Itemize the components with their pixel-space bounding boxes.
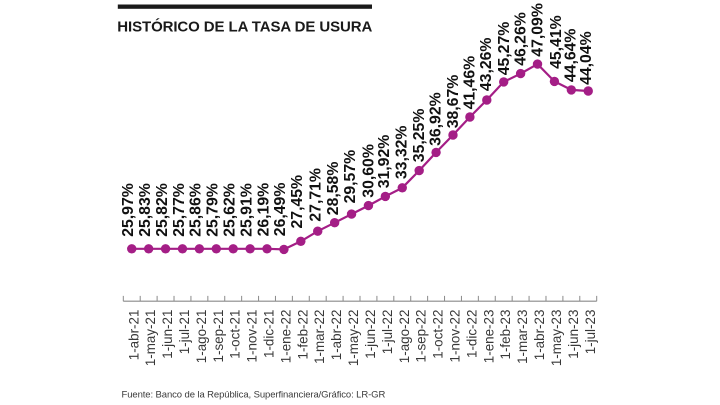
svg-text:1-nov-22: 1-nov-22: [447, 310, 462, 363]
svg-text:33,32%: 33,32%: [393, 126, 410, 180]
svg-text:1-abr-23: 1-abr-23: [532, 310, 547, 361]
svg-text:30,60%: 30,60%: [360, 144, 377, 198]
svg-text:1-dic-22: 1-dic-22: [464, 310, 479, 358]
svg-text:1-jul-22: 1-jul-22: [380, 310, 395, 355]
svg-text:44,04%: 44,04%: [578, 31, 595, 85]
svg-text:1-may-23: 1-may-23: [549, 310, 564, 367]
svg-text:1-feb-23: 1-feb-23: [498, 310, 513, 360]
svg-text:25,77%: 25,77%: [171, 183, 188, 237]
svg-text:1-mar-22: 1-mar-22: [312, 310, 327, 364]
svg-text:38,67%: 38,67%: [445, 75, 462, 129]
svg-text:44,64%: 44,64%: [563, 29, 580, 83]
svg-text:45,27%: 45,27%: [496, 22, 513, 76]
svg-text:26,49%: 26,49%: [272, 183, 289, 237]
svg-text:1-oct-22: 1-oct-22: [431, 310, 446, 359]
svg-text:1-sep-21: 1-sep-21: [211, 310, 226, 363]
svg-text:25,91%: 25,91%: [238, 183, 255, 237]
svg-text:31,92%: 31,92%: [376, 135, 393, 189]
svg-text:1-nov-21: 1-nov-21: [245, 310, 260, 363]
svg-text:HISTÓRICO DE LA TASA DE USURA: HISTÓRICO DE LA TASA DE USURA: [117, 18, 372, 36]
svg-text:25,79%: 25,79%: [205, 183, 222, 237]
svg-text:25,83%: 25,83%: [137, 183, 154, 237]
svg-text:47,09%: 47,09%: [530, 3, 547, 57]
svg-text:1-abr-21: 1-abr-21: [126, 310, 141, 361]
svg-text:1-ene-23: 1-ene-23: [481, 310, 496, 364]
svg-text:27,71%: 27,71%: [308, 168, 325, 222]
svg-text:28,58%: 28,58%: [325, 162, 342, 216]
svg-text:35,25%: 35,25%: [411, 109, 428, 163]
svg-text:1-ago-21: 1-ago-21: [194, 310, 209, 364]
svg-text:1-may-22: 1-may-22: [346, 310, 361, 367]
svg-text:1-may-21: 1-may-21: [143, 310, 158, 367]
svg-text:43,26%: 43,26%: [478, 38, 495, 92]
svg-text:1-jun-22: 1-jun-22: [363, 310, 378, 359]
svg-text:1-feb-22: 1-feb-22: [295, 310, 310, 360]
svg-text:1-jul-23: 1-jul-23: [583, 310, 598, 355]
svg-text:26,19%: 26,19%: [255, 183, 272, 237]
svg-text:1-sep-22: 1-sep-22: [414, 310, 429, 363]
svg-text:25,82%: 25,82%: [154, 183, 171, 237]
svg-text:29,57%: 29,57%: [342, 150, 359, 204]
svg-text:46,26%: 46,26%: [513, 12, 530, 66]
svg-text:1-ene-22: 1-ene-22: [278, 310, 293, 364]
svg-text:25,86%: 25,86%: [188, 183, 205, 237]
svg-text:Fuente: Banco de la República,: Fuente: Banco de la República, Superfina…: [122, 390, 386, 401]
svg-text:1-dic-21: 1-dic-21: [262, 310, 277, 358]
svg-text:27,45%: 27,45%: [289, 175, 306, 229]
svg-text:1-jun-23: 1-jun-23: [566, 310, 581, 359]
svg-text:1-oct-21: 1-oct-21: [228, 310, 243, 359]
svg-text:1-jul-21: 1-jul-21: [177, 310, 192, 355]
svg-text:41,46%: 41,46%: [462, 56, 479, 110]
svg-text:36,92%: 36,92%: [428, 92, 445, 146]
svg-text:1-jun-21: 1-jun-21: [160, 310, 175, 359]
svg-text:45,41%: 45,41%: [548, 15, 565, 69]
svg-text:25,62%: 25,62%: [222, 183, 239, 237]
svg-text:1-mar-23: 1-mar-23: [515, 310, 530, 364]
svg-text:1-ago-22: 1-ago-22: [397, 310, 412, 364]
svg-text:1-abr-22: 1-abr-22: [329, 310, 344, 361]
svg-text:25,97%: 25,97%: [120, 183, 137, 237]
